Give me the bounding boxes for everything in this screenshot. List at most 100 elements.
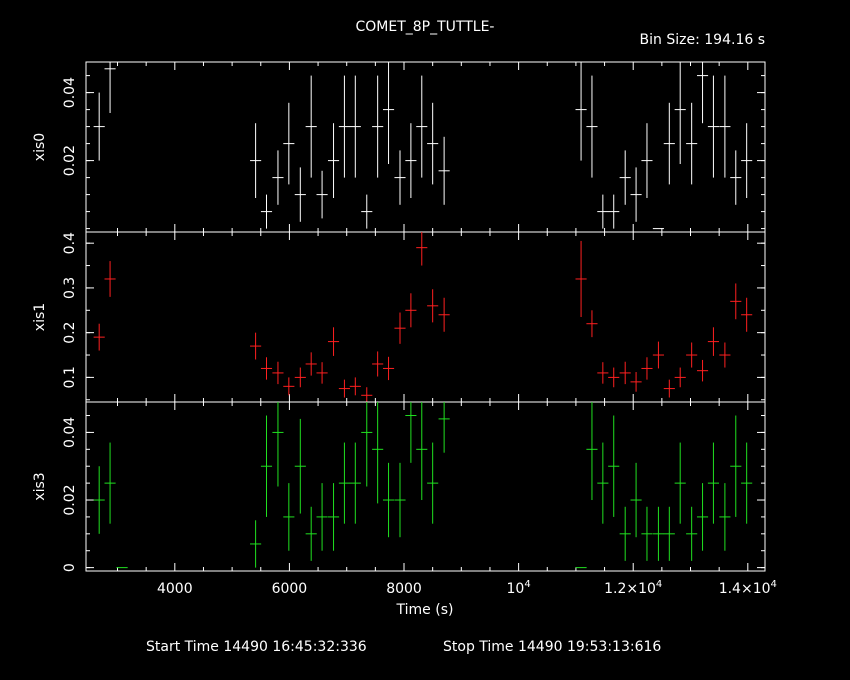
- data-point: [719, 75, 731, 178]
- data-point: [327, 483, 340, 551]
- data-point: [696, 62, 709, 124]
- data-point: [272, 150, 284, 205]
- data-point: [338, 442, 350, 524]
- data-point: [641, 506, 653, 561]
- data-point: [597, 362, 609, 384]
- data-point: [730, 283, 742, 320]
- data-point: [405, 123, 417, 198]
- data-point: [608, 367, 620, 388]
- x-tick-label: 4000: [157, 581, 193, 597]
- data-point: [260, 357, 273, 380]
- data-point: [707, 75, 719, 178]
- data-point: [686, 342, 698, 368]
- data-point: [382, 356, 395, 381]
- data-point: [686, 102, 698, 185]
- data-point: [361, 402, 373, 487]
- panel-frame: [85, 401, 766, 572]
- data-point: [294, 367, 306, 388]
- data-point: [93, 466, 105, 534]
- data-point: [416, 402, 428, 501]
- data-point: [283, 483, 295, 551]
- data-point: [272, 361, 284, 385]
- data-point: [416, 75, 428, 178]
- data-point: [707, 442, 719, 524]
- y-tick-label: 0.2: [62, 322, 78, 344]
- data-point: [630, 167, 642, 222]
- data-point: [93, 323, 105, 351]
- start-time-label: Start Time 14490 16:45:32:336: [146, 639, 367, 655]
- panel-xis0: 0.02 0.04 xis0: [32, 61, 766, 233]
- data-point: [608, 415, 620, 517]
- data-point: [652, 341, 664, 369]
- data-point: [305, 506, 317, 561]
- x-tick-label: 1.4×104: [719, 579, 777, 597]
- data-point: [619, 506, 631, 561]
- data-point: [250, 332, 262, 360]
- data-point: [327, 327, 340, 356]
- data-point: [427, 289, 439, 323]
- data-point: [405, 402, 417, 463]
- y-tick-label: 0.3: [62, 277, 78, 299]
- stop-time-label: Stop Time 14490 19:53:13:616: [443, 639, 661, 655]
- data-series-xis0: [93, 62, 753, 230]
- data-point: [707, 327, 719, 356]
- data-point: [730, 150, 742, 205]
- data-point: [663, 379, 675, 398]
- data-point: [663, 506, 675, 561]
- data-point: [674, 367, 686, 388]
- panel-ylabel: xis1: [32, 303, 48, 331]
- data-point: [652, 506, 664, 561]
- data-point: [283, 377, 295, 396]
- x-tick-label: 1.2×104: [604, 579, 662, 597]
- data-point: [741, 442, 753, 524]
- x-tick-label: 8000: [386, 581, 422, 597]
- data-point: [438, 297, 450, 332]
- data-series-xis3: [93, 402, 753, 569]
- x-tick-label: 6000: [272, 581, 308, 597]
- data-point: [719, 483, 731, 551]
- data-point: [619, 150, 631, 205]
- data-point: [575, 240, 587, 317]
- data-point: [696, 359, 709, 382]
- y-tick-label: 0.02: [62, 484, 78, 515]
- data-point: [260, 415, 273, 517]
- data-point: [741, 297, 753, 332]
- y-tick-label: 0.4: [62, 232, 78, 254]
- data-point: [372, 351, 384, 377]
- data-point: [316, 483, 328, 551]
- data-point: [586, 310, 598, 338]
- data-point: [338, 379, 350, 398]
- data-point: [104, 261, 116, 297]
- data-point: [361, 387, 373, 402]
- data-point: [686, 506, 698, 561]
- data-point: [394, 462, 406, 538]
- x-tick-label: 104: [507, 579, 531, 597]
- data-point: [630, 372, 642, 392]
- data-point: [382, 62, 395, 164]
- data-point: [382, 462, 395, 538]
- x-axis-label: Time (s): [396, 602, 454, 618]
- data-point: [696, 483, 709, 551]
- data-point: [438, 136, 450, 205]
- data-point: [250, 123, 262, 198]
- data-point: [394, 150, 406, 205]
- data-point: [741, 123, 753, 198]
- panel-frame: [85, 231, 766, 403]
- data-point: [294, 418, 306, 514]
- data-point: [438, 402, 450, 453]
- data-point: [674, 62, 686, 164]
- data-point: [641, 357, 653, 380]
- data-point: [316, 362, 328, 384]
- y-tick-label: 0.1: [62, 366, 78, 388]
- data-point: [260, 194, 273, 229]
- data-point: [663, 102, 675, 185]
- data-point: [372, 75, 384, 178]
- data-point: [349, 377, 361, 396]
- y-tick-label: 0.04: [62, 77, 78, 108]
- data-point: [674, 442, 686, 524]
- data-point: [597, 194, 609, 229]
- plot-layer: 0.02 0.04 xis0 0.1 0.2 0.3 0.4 xis1 0 0.02 0.04 xis…: [32, 61, 777, 597]
- data-point: [641, 123, 653, 198]
- data-point: [316, 170, 328, 219]
